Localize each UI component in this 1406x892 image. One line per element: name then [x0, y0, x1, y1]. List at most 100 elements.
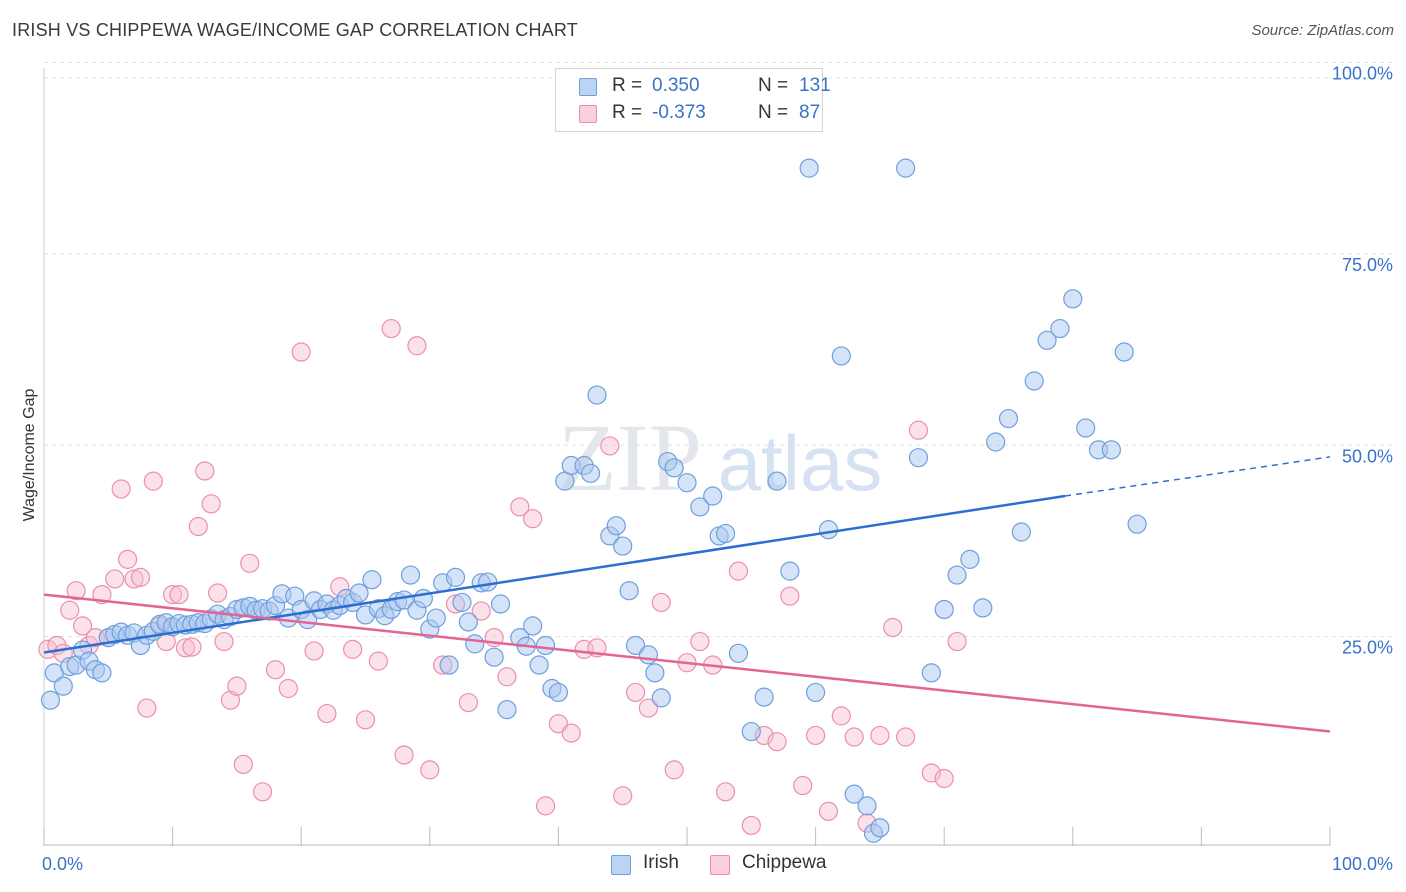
- irish-point: [1037, 330, 1057, 350]
- chippewa-point: [625, 682, 646, 703]
- chippewa-point: [394, 745, 414, 765]
- irish-point: [349, 583, 369, 603]
- chippewa-point: [883, 617, 903, 638]
- irish-point: [831, 346, 851, 366]
- irish-point: [529, 655, 549, 675]
- irish-swatch-icon: [579, 78, 597, 96]
- chippewa-point: [561, 723, 581, 743]
- chippewa-point: [240, 553, 260, 573]
- chippewa-point: [117, 549, 138, 569]
- series-legend: Irish Chippewa: [0, 852, 1406, 878]
- chippewa-point: [600, 436, 620, 456]
- chippewa-point: [896, 727, 916, 747]
- irish-trend-extension: [1064, 456, 1331, 497]
- chippewa-point: [124, 569, 144, 589]
- irish-point: [452, 592, 472, 613]
- chippewa-point: [201, 494, 221, 514]
- chippewa-point: [381, 318, 401, 339]
- chippewa-point: [793, 775, 813, 796]
- watermark: ZIP atlas: [558, 404, 882, 511]
- y-tick-label: 100.0%: [1332, 64, 1393, 84]
- axes: [43, 68, 1331, 846]
- irish-point: [857, 796, 877, 816]
- chippewa-point: [105, 569, 125, 589]
- chippewa-r-value: -0.373: [652, 102, 706, 123]
- irish-point: [960, 549, 980, 569]
- irish-point: [523, 616, 543, 636]
- watermark-atlas: atlas: [718, 419, 883, 507]
- chippewa-point: [934, 768, 954, 789]
- chippewa-point: [143, 471, 163, 491]
- irish-point: [92, 663, 112, 683]
- irish-point: [548, 682, 569, 703]
- chippewa-n-value: 87: [799, 102, 821, 123]
- irish-trend-line: [43, 494, 1066, 654]
- chippewa-point: [651, 592, 671, 613]
- irish-r-value: 0.350: [652, 75, 700, 96]
- irish-point: [703, 486, 723, 506]
- chippewa-point: [182, 637, 202, 657]
- irish-point: [606, 516, 626, 536]
- chippewa-point: [169, 584, 189, 605]
- irish-point: [625, 635, 646, 656]
- chippewa-point: [818, 801, 839, 821]
- irish-point: [439, 655, 459, 675]
- chippewa-point: [163, 584, 183, 605]
- irish-r-label: R =: [612, 75, 643, 96]
- chippewa-point: [130, 567, 151, 587]
- irish-point: [362, 570, 382, 590]
- chippewa-points: [38, 318, 967, 836]
- chippewa-point: [831, 706, 851, 726]
- gridlines: [44, 62, 1392, 638]
- irish-point: [445, 567, 466, 587]
- irish-point: [973, 598, 993, 618]
- chippewa-point: [728, 561, 749, 581]
- irish-point: [908, 448, 929, 468]
- chippewa-point: [368, 651, 388, 671]
- irish-point: [400, 565, 421, 585]
- irish-point: [613, 536, 633, 556]
- irish-point: [780, 561, 800, 581]
- x-tick-label-start: 0.0%: [42, 854, 83, 874]
- chippewa-point: [497, 667, 517, 687]
- y-tick-label: 25.0%: [1342, 638, 1393, 658]
- legend-irish-label: Irish: [643, 852, 679, 873]
- chippewa-point: [548, 714, 569, 734]
- irish-point: [1024, 371, 1044, 391]
- irish-point: [947, 565, 967, 585]
- irish-point: [426, 608, 446, 628]
- y-tick-label: 50.0%: [1342, 446, 1393, 466]
- x-tick-label-end: 100.0%: [1332, 854, 1393, 874]
- irish-point: [998, 408, 1019, 429]
- irish-point: [497, 700, 517, 720]
- chippewa-point: [690, 631, 710, 652]
- chippewa-point: [304, 641, 324, 661]
- irish-point: [490, 594, 511, 614]
- irish-point: [1101, 440, 1121, 460]
- irish-point: [767, 471, 787, 491]
- irish-point: [844, 784, 864, 804]
- chippewa-point: [510, 497, 530, 517]
- chippewa-point: [715, 782, 736, 802]
- chippewa-point: [638, 698, 659, 718]
- irish-point: [896, 158, 916, 178]
- irish-point: [805, 682, 826, 703]
- irish-point: [53, 676, 73, 696]
- irish-point: [870, 818, 890, 838]
- chippewa-point: [188, 516, 208, 537]
- irish-point: [484, 647, 504, 667]
- irish-point: [40, 690, 61, 710]
- irish-n-label: N =: [758, 75, 789, 96]
- chippewa-point: [805, 725, 826, 746]
- chippewa-point: [220, 690, 241, 710]
- irish-point: [690, 497, 710, 517]
- chippewa-n-label: N =: [758, 102, 789, 123]
- tick-labels: 100.0% 75.0% 50.0% 25.0% 0.0% 100.0%: [42, 64, 1393, 875]
- irish-point: [651, 688, 671, 708]
- chippewa-point: [72, 616, 93, 636]
- irish-point: [1063, 289, 1083, 309]
- legend-chippewa-label: Chippewa: [742, 852, 827, 873]
- chippewa-point: [208, 583, 228, 603]
- chippewa-point: [780, 586, 800, 606]
